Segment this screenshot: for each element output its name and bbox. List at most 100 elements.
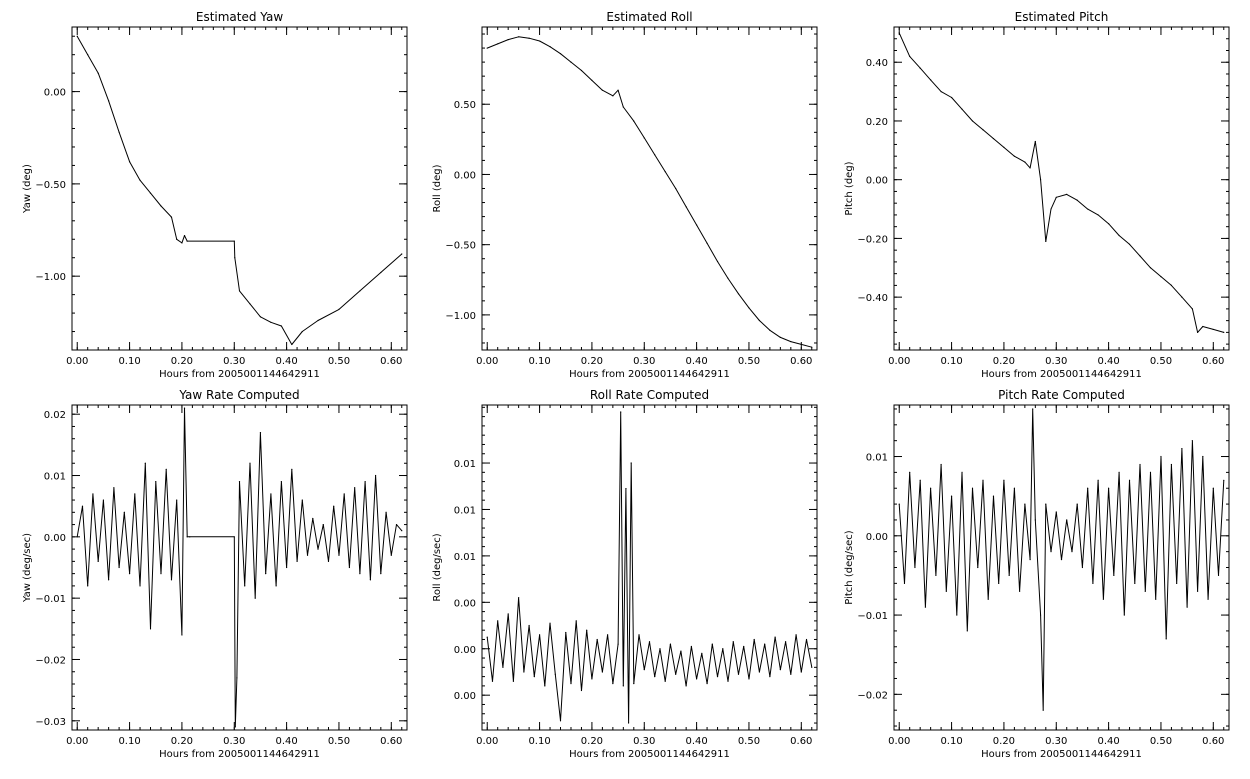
chart-panel-5: 0.00 0.10 0.20 0.30 0.40 0.50 0.60 0.00 0.00 0.00… bbox=[432, 388, 818, 760]
y-tick-label: −0.50 bbox=[445, 241, 476, 252]
data-point bbox=[903, 582, 906, 584]
data-point bbox=[1024, 161, 1026, 163]
data-point bbox=[654, 154, 656, 156]
data-point bbox=[1170, 463, 1173, 466]
y-axis-label: Yaw (deg/sec) bbox=[22, 533, 33, 603]
data-point bbox=[113, 487, 115, 489]
data-point bbox=[774, 636, 776, 638]
x-tick-label: 0.00 bbox=[66, 736, 88, 747]
data-point bbox=[1165, 638, 1167, 640]
data-point bbox=[1123, 614, 1125, 616]
x-tick-label: 0.00 bbox=[888, 736, 910, 747]
data-point bbox=[306, 554, 309, 556]
x-tick-label: 0.00 bbox=[476, 356, 498, 367]
data-point bbox=[570, 682, 572, 685]
data-point bbox=[607, 634, 609, 636]
data-point bbox=[711, 643, 713, 645]
data-point bbox=[559, 53, 562, 55]
y-tick-label: −0.02 bbox=[857, 690, 888, 701]
data-point bbox=[144, 462, 146, 464]
data-point bbox=[982, 129, 984, 131]
data-point bbox=[312, 517, 314, 520]
data-point bbox=[1050, 208, 1052, 210]
data-point bbox=[502, 666, 504, 668]
data-point bbox=[586, 629, 588, 631]
chart-title: Estimated Pitch bbox=[1015, 10, 1109, 24]
chart-panel-2: 0.00 0.10 0.20 0.30 0.40 0.50 0.60 −1.00 −0.50 0.… bbox=[432, 10, 818, 380]
series-line bbox=[76, 407, 403, 728]
data-point bbox=[1003, 479, 1005, 481]
y-tick-label: 0.01 bbox=[454, 552, 476, 563]
data-point bbox=[533, 676, 535, 678]
data-point bbox=[189, 536, 191, 538]
data-point bbox=[1066, 519, 1068, 521]
y-tick-label: 0.01 bbox=[454, 459, 476, 470]
data-point bbox=[118, 131, 120, 133]
x-tick-label: 0.40 bbox=[685, 356, 707, 367]
y-tick-label: 0.01 bbox=[866, 453, 888, 464]
data-point bbox=[81, 505, 84, 507]
chart-title: Yaw Rate Computed bbox=[178, 388, 299, 402]
data-point bbox=[486, 47, 488, 49]
data-point bbox=[186, 536, 188, 538]
plot-frame bbox=[71, 404, 408, 731]
data-point bbox=[238, 290, 241, 292]
x-axis-label: Hours from 2005001144642911 bbox=[981, 369, 1142, 380]
series-line bbox=[76, 35, 403, 345]
data-point bbox=[992, 137, 995, 140]
data-point bbox=[1055, 511, 1057, 513]
data-point bbox=[1181, 447, 1183, 450]
data-point bbox=[160, 205, 162, 207]
data-point bbox=[956, 614, 958, 616]
data-point bbox=[301, 330, 303, 333]
data-point bbox=[249, 303, 251, 305]
data-point bbox=[811, 346, 813, 348]
data-point bbox=[570, 61, 572, 63]
data-point bbox=[1160, 455, 1162, 458]
chart-panel-6: 0.00 0.10 0.20 0.30 0.40 0.50 0.60 −0.02 −0.01 0.… bbox=[844, 388, 1230, 760]
chart-title: Pitch Rate Computed bbox=[998, 388, 1125, 402]
data-point bbox=[758, 671, 761, 673]
data-point bbox=[1128, 479, 1131, 481]
data-point bbox=[333, 505, 335, 507]
data-point bbox=[170, 216, 173, 218]
data-point bbox=[1113, 574, 1115, 577]
data-point bbox=[800, 343, 802, 345]
data-point bbox=[238, 481, 241, 483]
data-point bbox=[507, 39, 509, 41]
x-tick-label: 0.50 bbox=[328, 736, 350, 747]
data-point bbox=[998, 582, 1000, 584]
data-point bbox=[538, 634, 541, 636]
data-point bbox=[186, 240, 188, 242]
data-point bbox=[940, 463, 942, 466]
data-point bbox=[160, 573, 162, 575]
data-point bbox=[612, 95, 614, 97]
data-point bbox=[155, 481, 157, 483]
data-point bbox=[696, 224, 698, 226]
y-tick-label: 0.50 bbox=[454, 100, 476, 111]
y-tick-label: 0.01 bbox=[454, 505, 476, 516]
x-tick-label: 0.30 bbox=[633, 356, 655, 367]
data-point bbox=[643, 669, 645, 671]
chart-panel-1: 0.00 0.10 0.20 0.30 0.40 0.50 0.60 −1.00 −0.50 0.… bbox=[22, 10, 408, 380]
x-tick-label: 0.60 bbox=[1202, 356, 1224, 367]
y-axis-label: Roll (deg/sec) bbox=[432, 533, 443, 601]
data-point bbox=[737, 293, 740, 295]
data-point bbox=[748, 307, 750, 309]
data-point bbox=[139, 179, 141, 181]
series-line bbox=[487, 36, 812, 348]
data-point bbox=[1034, 519, 1036, 521]
data-point bbox=[123, 511, 125, 513]
data-point bbox=[633, 682, 635, 685]
data-point bbox=[971, 487, 974, 489]
x-tick-label: 0.60 bbox=[380, 356, 402, 367]
data-point bbox=[591, 678, 593, 680]
data-point bbox=[784, 641, 787, 643]
data-point bbox=[395, 523, 398, 526]
data-point bbox=[1045, 240, 1047, 242]
x-tick-label: 0.20 bbox=[171, 356, 193, 367]
data-point bbox=[664, 171, 666, 173]
data-point bbox=[1024, 503, 1026, 505]
data-point bbox=[1176, 582, 1178, 584]
x-tick-label: 0.10 bbox=[118, 356, 140, 367]
